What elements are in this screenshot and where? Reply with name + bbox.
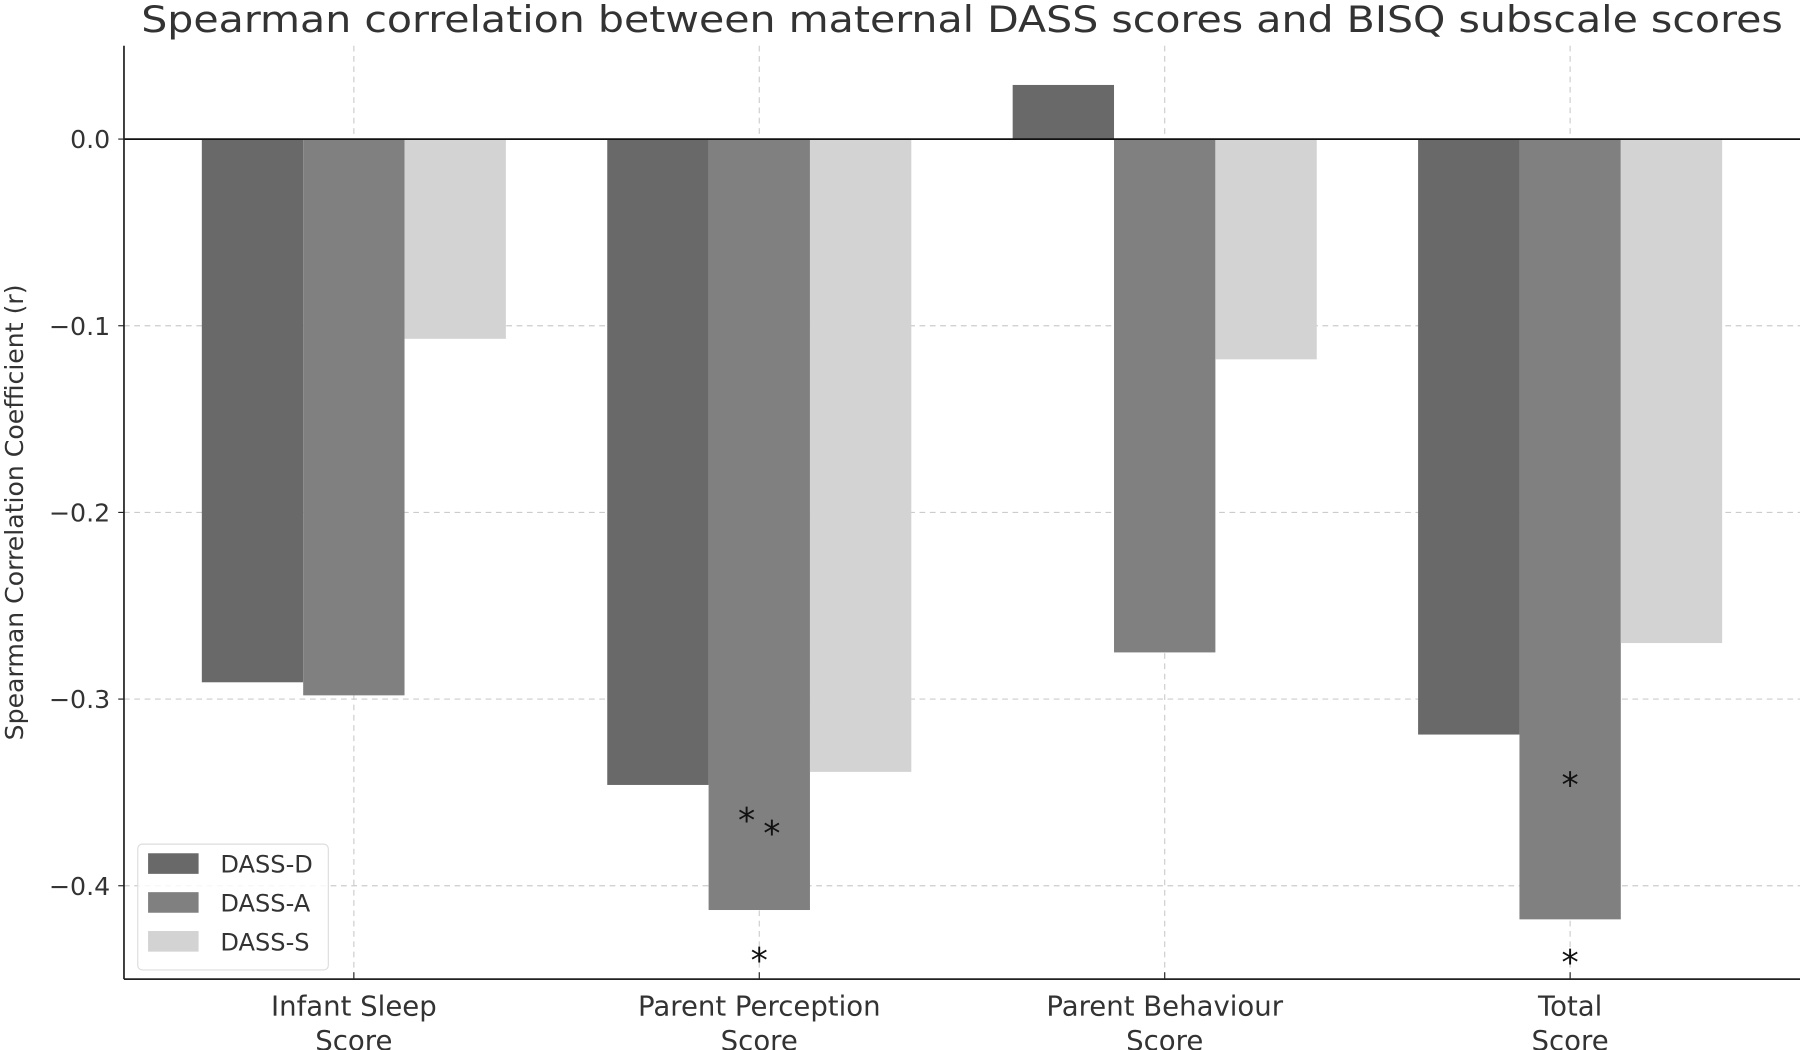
x-tick-label: Infant Sleep Score bbox=[271, 991, 437, 1050]
y-tick-label: −0.3 bbox=[49, 685, 110, 714]
bar-dass-d bbox=[1418, 139, 1520, 735]
bar-dass-a bbox=[708, 139, 810, 911]
axes: 0.0 −0.1 −0.2 −0.3 −0.4 Infant Sleep Score Pare… bbox=[49, 45, 1800, 1050]
legend-swatch-dass-a bbox=[148, 892, 199, 913]
x-tick-label: Parent Perception Score bbox=[638, 991, 881, 1050]
legend: DASS-D DASS-A DASS-S bbox=[137, 843, 329, 971]
y-tick-label: −0.1 bbox=[49, 312, 110, 341]
chart-title: Spearman correlation between maternal DA… bbox=[141, 0, 1783, 41]
legend-swatch-dass-d bbox=[148, 853, 199, 874]
bar-dass-s bbox=[1620, 139, 1723, 644]
significance-marker: * bbox=[1562, 766, 1579, 806]
y-axis-label: Spearman Correlation Coefficient (r) bbox=[0, 284, 29, 740]
legend-label-dass-s: DASS-S bbox=[220, 929, 309, 957]
bar-dass-s bbox=[1215, 139, 1317, 360]
legend-label-dass-a: DASS-A bbox=[220, 890, 310, 918]
significance-marker: * bbox=[751, 941, 768, 981]
bars bbox=[201, 84, 1723, 920]
significance-marker: * bbox=[738, 801, 755, 841]
legend-swatch-dass-s bbox=[148, 931, 199, 952]
bar-dass-s bbox=[404, 139, 506, 339]
annotations: * **** bbox=[738, 766, 1579, 984]
y-tick-label: −0.2 bbox=[49, 499, 110, 528]
significance-marker: * bbox=[1562, 944, 1579, 984]
y-tick-label: 0.0 bbox=[70, 125, 110, 154]
x-tick-label: Total Score bbox=[1532, 991, 1609, 1050]
x-tick-label: Parent Behaviour Score bbox=[1046, 991, 1283, 1050]
bar-dass-d bbox=[201, 139, 304, 683]
significance-marker: * bbox=[763, 814, 780, 854]
y-tick-label: −0.4 bbox=[49, 872, 110, 901]
legend-label-dass-d: DASS-D bbox=[220, 851, 312, 879]
bar-dass-d bbox=[1012, 84, 1115, 140]
bar-dass-a bbox=[303, 139, 405, 696]
bar-dass-d bbox=[607, 139, 709, 785]
bar-dass-a bbox=[1114, 139, 1216, 653]
bar-dass-a bbox=[1519, 139, 1621, 920]
bar-dass-s bbox=[809, 139, 912, 772]
